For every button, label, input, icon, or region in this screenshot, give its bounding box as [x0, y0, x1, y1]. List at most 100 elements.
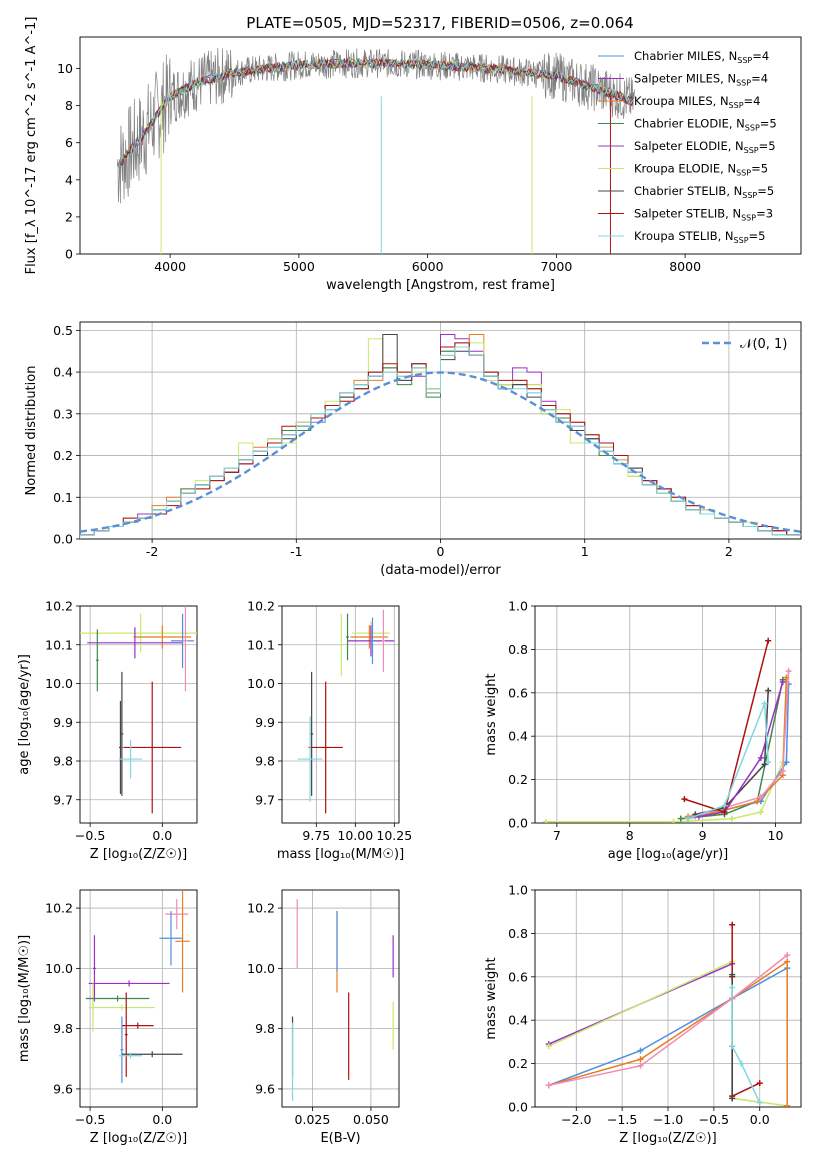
mass-weight-marker	[756, 1080, 763, 1087]
mass-weight-marker	[765, 759, 772, 766]
x-axis-label: mass [log₁₀(M/M☉)]	[277, 847, 404, 862]
y-tick-label: 0.3	[53, 406, 73, 421]
y-tick-label: 9.8	[255, 754, 275, 769]
x-tick-label: 9.75	[302, 828, 330, 843]
y-tick-label: 0.0	[53, 532, 73, 547]
ebv_vs_mass-points	[291, 899, 394, 1101]
mass-weight-marker	[681, 796, 688, 803]
mass-weight-marker	[728, 815, 735, 822]
x-axis-label: (data-model)/error	[380, 563, 501, 578]
mass-weight-line	[687, 684, 790, 820]
x-tick-label: -1	[290, 544, 302, 559]
mass-weight-marker	[545, 1082, 552, 1089]
x-tick-label: −1.0	[653, 1112, 683, 1127]
mass-weight-marker	[738, 1060, 745, 1067]
mass-weight-marker	[721, 809, 728, 816]
y-tick-label: 8	[65, 98, 73, 113]
y-axis-label: age [log₁₀(age/yr)]	[17, 654, 32, 775]
figure-title: PLATE=0505, MJD=52317, FIBERID=0506, z=0…	[246, 14, 633, 32]
mass-weight-marker	[545, 1043, 552, 1050]
x-tick-label: −0.5	[699, 1112, 729, 1127]
y-tick-label: 10.1	[45, 637, 73, 652]
mass-weight-marker	[784, 1102, 791, 1107]
y-tick-label: 0.0	[508, 1100, 528, 1115]
y-tick-label: 0.0	[508, 816, 528, 831]
x-tick-label: 0	[437, 544, 445, 559]
legend-label-text: Chabrier MILES, N	[634, 49, 737, 63]
legend-label-text: Chabrier STELIB, N	[634, 184, 742, 198]
y-tick-label: 9.8	[255, 1021, 275, 1036]
legend-label-text: Salpeter STELIB, N	[634, 207, 741, 221]
x-tick-label: 10.25	[376, 828, 412, 843]
age_vs_massweight-axes: 7 8 9 10 0.0 0.2 0.4 0.6 0.8 1.0 age [log₁₀(age/yr…	[484, 599, 802, 862]
mass-weight-marker	[784, 958, 791, 965]
axes-frame	[79, 889, 198, 1108]
y-tick-label: 9.9	[255, 715, 275, 730]
y-axis-label: Flux [f_λ 10^-17 erg cm^-2 s^-1 A^-1]	[24, 17, 39, 275]
legend-label-subscript: SSP	[742, 191, 757, 200]
mass-weight-marker	[637, 1056, 644, 1063]
legend-label-subscript: SSP	[734, 236, 749, 245]
x-axis-label: wavelength [Angstrom, rest frame]	[326, 278, 555, 293]
y-tick-label: 0	[65, 247, 73, 262]
residuals-axes: -2 -1 0 1 2 0.0 0.1 0.2 0.3 0.4 0.5 (data-model)/er…	[24, 321, 802, 578]
x-axis-label: age [log₁₀(age/yr)]	[608, 847, 729, 862]
y-tick-label: 0.6	[508, 969, 528, 984]
legend-label-subscript: SSP	[744, 146, 759, 155]
x-tick-label: -2	[146, 544, 158, 559]
y-tick-label: 0.4	[508, 1013, 528, 1028]
mass-weight-line	[548, 967, 788, 1087]
mass-weight-marker	[757, 754, 764, 761]
mass-weight-marker	[765, 687, 772, 694]
y-tick-label: 10.2	[247, 901, 275, 916]
mass-weight-marker	[757, 793, 764, 800]
mass_vs_age-axes: 9.75 10.00 10.25 9.7 9.8 9.9 10.0 10.1 10.2 mass …	[247, 599, 412, 863]
mass_vs_age-points	[297, 609, 395, 814]
legend-label: 𝒩(0, 1)	[740, 337, 787, 352]
legend-label-subscript: SSP	[736, 169, 751, 178]
x-axis-label: Z [log₁₀(Z/Z☉)]	[619, 1131, 716, 1146]
legend-label-text: Kroupa STELIB, N	[634, 229, 734, 243]
legend-label-subscript: SSP	[736, 79, 751, 88]
y-tick-label: 10.2	[45, 901, 73, 916]
legend-label-suffix: =5	[749, 229, 766, 243]
mass-weight-marker	[783, 759, 790, 766]
x-tick-label: 0.050	[353, 1112, 389, 1127]
y-tick-label: 9.7	[255, 792, 275, 807]
y-tick-label: 0.2	[508, 1056, 528, 1071]
x-tick-label: −0.5	[75, 1112, 105, 1127]
axes-frame	[79, 605, 198, 824]
y-tick-label: 1.0	[508, 599, 528, 614]
mass-weight-line	[687, 703, 769, 820]
residual-legend: 𝒩(0, 1)	[702, 337, 787, 352]
y-tick-label: 4	[65, 172, 73, 187]
x-tick-label: 4000	[154, 259, 186, 274]
y-tick-label: 10.0	[247, 676, 275, 691]
axes-frame	[79, 36, 802, 255]
x-tick-label: 8000	[669, 259, 701, 274]
y-tick-label: 10.0	[45, 961, 73, 976]
x-axis-label: Z [log₁₀(Z/Z☉)]	[90, 847, 187, 862]
x-tick-label: 0.0	[152, 1112, 172, 1127]
mass-weight-line	[548, 954, 788, 1087]
x-tick-label: 10.00	[337, 828, 373, 843]
legend-label-subscript: SSP	[745, 124, 760, 133]
x-tick-label: 8	[626, 828, 634, 843]
mass-weight-line	[731, 987, 761, 1104]
legend-label-suffix: =5	[751, 162, 768, 176]
normal-reference-curve	[80, 371, 801, 533]
mass-weight-marker	[729, 1043, 736, 1050]
x-tick-label: 0.0	[750, 1112, 770, 1127]
axes-frame	[281, 889, 400, 1108]
mass-weight-marker	[637, 1047, 644, 1054]
y-tick-label: 0.4	[53, 365, 73, 380]
x-tick-label: 1	[581, 544, 589, 559]
x-tick-label: 7	[553, 828, 561, 843]
y-tick-label: 0.8	[508, 642, 528, 657]
y-tick-label: 10.2	[45, 599, 73, 614]
mass-weight-marker	[779, 678, 786, 685]
z_vs_mass-points	[85, 890, 190, 1083]
y-tick-label: 6	[65, 135, 73, 150]
z_vs_mass-axes: −0.5 0.0 9.6 9.8 10.0 10.2 Z [log₁₀(Z/Z☉)] mass…	[17, 889, 198, 1146]
